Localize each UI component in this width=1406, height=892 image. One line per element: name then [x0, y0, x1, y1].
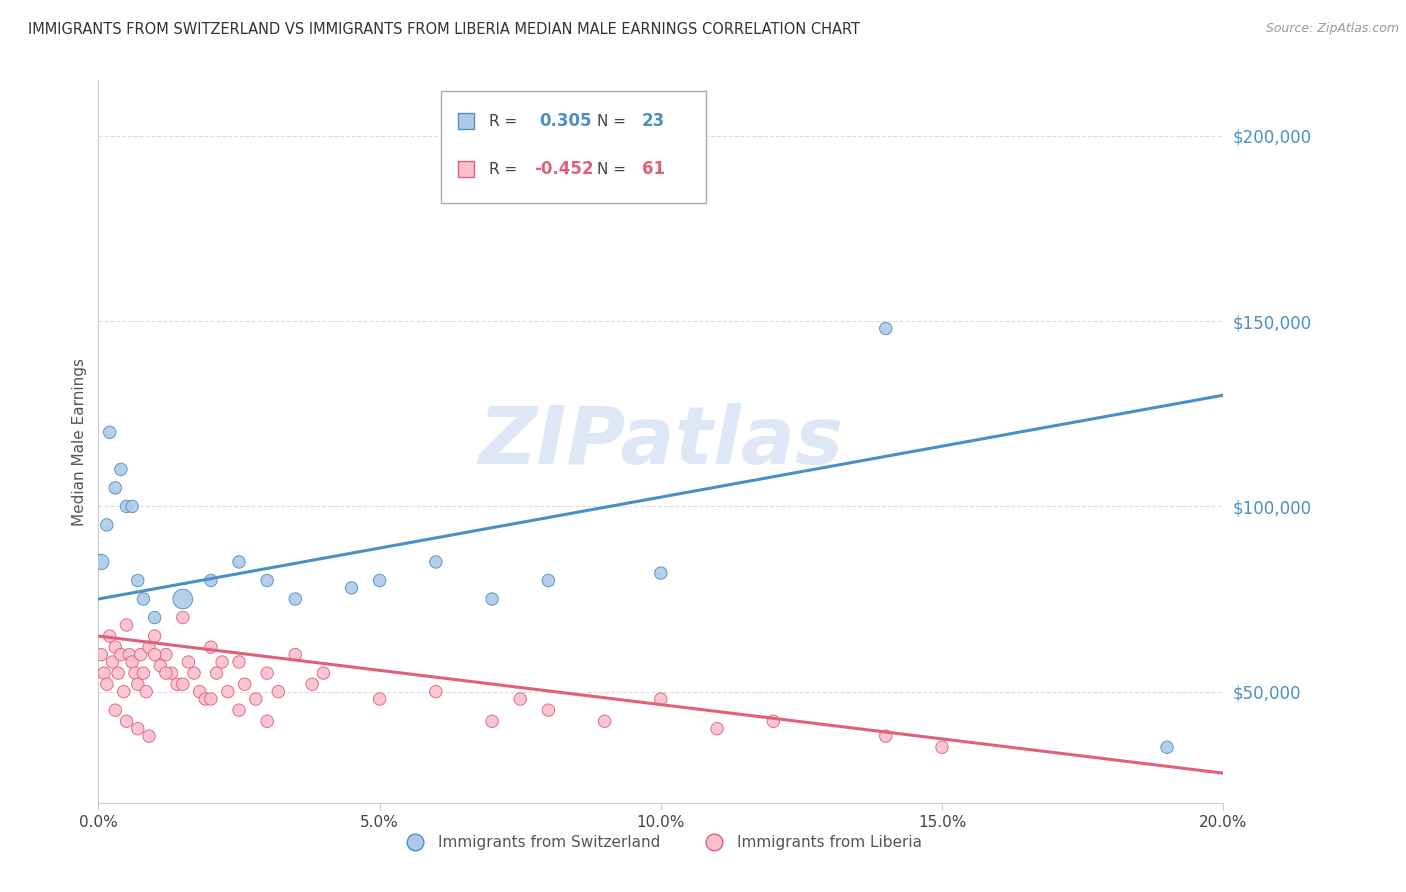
Point: [245, 692, 267, 706]
Point: [110, 462, 132, 476]
Point: [593, 714, 616, 729]
Point: [90, 555, 112, 569]
Point: [127, 722, 149, 736]
Point: [155, 648, 177, 662]
Point: [875, 321, 897, 335]
Point: [200, 692, 222, 706]
Point: [481, 714, 503, 729]
Point: [301, 677, 323, 691]
Point: [194, 692, 217, 706]
Point: [368, 692, 391, 706]
Point: [121, 500, 143, 514]
Y-axis label: Median Male Earnings: Median Male Earnings: [72, 358, 87, 525]
Point: [211, 655, 233, 669]
Point: [368, 574, 391, 588]
Point: [110, 648, 132, 662]
Point: [284, 592, 307, 607]
Point: [132, 666, 155, 681]
Point: [112, 684, 135, 698]
Point: [284, 648, 307, 662]
Text: 23: 23: [641, 112, 665, 130]
Text: N =: N =: [596, 114, 630, 129]
Point: [160, 666, 183, 681]
Point: [425, 555, 447, 569]
Text: -0.452: -0.452: [534, 161, 593, 178]
Text: N =: N =: [596, 161, 630, 177]
Point: [115, 500, 138, 514]
Point: [340, 581, 363, 595]
Point: [425, 684, 447, 698]
Point: [96, 677, 118, 691]
Point: [650, 566, 672, 580]
Point: [537, 703, 560, 717]
Point: [200, 574, 222, 588]
Point: [537, 574, 560, 588]
Point: [124, 666, 146, 681]
Point: [509, 692, 531, 706]
Point: [98, 425, 121, 440]
Point: [98, 629, 121, 643]
Point: [104, 481, 127, 495]
Point: [172, 610, 194, 624]
Point: [104, 640, 127, 655]
Point: [312, 666, 335, 681]
Text: 61: 61: [641, 161, 665, 178]
Point: [875, 729, 897, 743]
Point: [138, 729, 160, 743]
Point: [1156, 740, 1178, 755]
Point: [205, 666, 228, 681]
Point: [481, 592, 503, 607]
Point: [256, 666, 278, 681]
Text: ZIPatlas: ZIPatlas: [478, 402, 844, 481]
Text: Source: ZipAtlas.com: Source: ZipAtlas.com: [1265, 22, 1399, 36]
Point: [149, 658, 172, 673]
Point: [143, 648, 166, 662]
Point: [228, 555, 250, 569]
Text: IMMIGRANTS FROM SWITZERLAND VS IMMIGRANTS FROM LIBERIA MEDIAN MALE EARNINGS CORR: IMMIGRANTS FROM SWITZERLAND VS IMMIGRANT…: [28, 22, 860, 37]
Point: [233, 677, 256, 691]
Point: [762, 714, 785, 729]
Point: [706, 722, 728, 736]
Point: [228, 703, 250, 717]
Point: [127, 574, 149, 588]
Point: [256, 714, 278, 729]
Point: [217, 684, 239, 698]
Point: [118, 648, 141, 662]
Point: [256, 574, 278, 588]
Point: [143, 629, 166, 643]
Point: [93, 666, 115, 681]
Point: [127, 677, 149, 691]
Point: [931, 740, 953, 755]
Point: [172, 592, 194, 607]
Point: [104, 703, 127, 717]
Point: [135, 684, 157, 698]
Point: [96, 517, 118, 532]
Point: [172, 677, 194, 691]
Point: [101, 655, 124, 669]
Point: [107, 666, 129, 681]
Point: [121, 655, 143, 669]
Point: [188, 684, 211, 698]
Point: [650, 692, 672, 706]
Point: [183, 666, 205, 681]
Point: [155, 666, 177, 681]
Text: R =: R =: [489, 114, 522, 129]
Point: [267, 684, 290, 698]
Text: 0.305: 0.305: [540, 112, 592, 130]
Point: [132, 592, 155, 607]
Point: [200, 640, 222, 655]
Legend: Immigrants from Switzerland, Immigrants from Liberia: Immigrants from Switzerland, Immigrants …: [394, 830, 928, 856]
Point: [129, 648, 152, 662]
Text: R =: R =: [489, 161, 522, 177]
Point: [143, 610, 166, 624]
Point: [138, 640, 160, 655]
Bar: [441, 91, 706, 203]
Point: [115, 618, 138, 632]
Point: [115, 714, 138, 729]
Point: [228, 655, 250, 669]
Point: [166, 677, 188, 691]
Point: [90, 648, 112, 662]
Point: [177, 655, 200, 669]
